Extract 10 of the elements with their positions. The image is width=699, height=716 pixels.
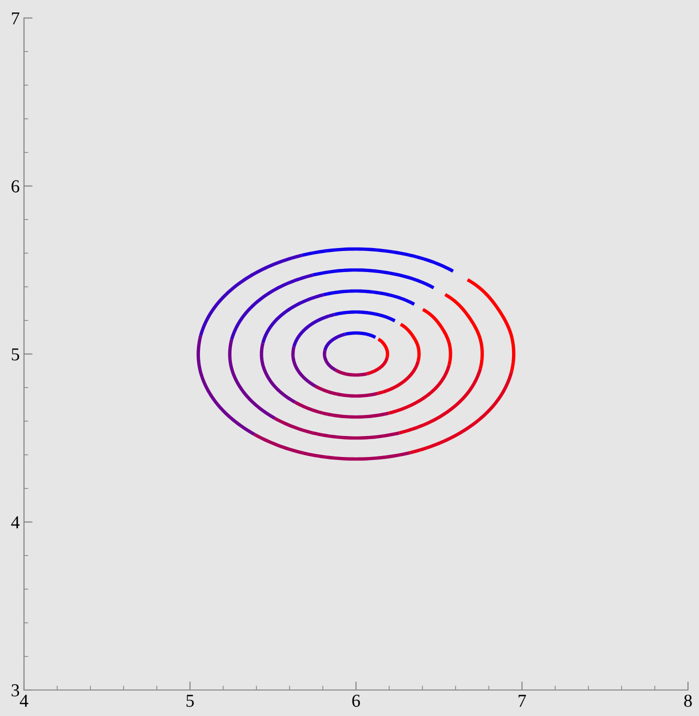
y-tick-label: 7 xyxy=(12,12,20,24)
x-tick-label: 5 xyxy=(186,694,194,707)
x-tick-label: 8 xyxy=(684,694,692,707)
x-tick-label: 7 xyxy=(518,694,526,707)
y-tick-label: 4 xyxy=(11,516,20,528)
y-tick-label: 3 xyxy=(12,684,20,696)
x-tick-label: 6 xyxy=(352,694,360,707)
x-tick-label: 4 xyxy=(20,694,28,707)
y-tick-label: 5 xyxy=(12,348,20,360)
y-tick-label: 6 xyxy=(12,180,20,192)
